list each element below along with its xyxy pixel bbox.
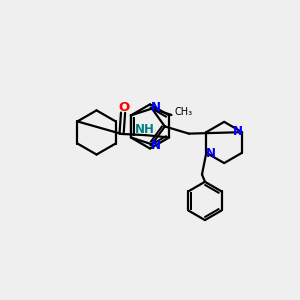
Text: N: N (150, 139, 161, 152)
Text: N: N (232, 125, 243, 138)
Text: N: N (150, 100, 161, 114)
Text: N: N (206, 147, 216, 160)
Text: O: O (118, 101, 129, 114)
Text: CH₃: CH₃ (174, 107, 193, 117)
Text: NH: NH (135, 123, 155, 136)
